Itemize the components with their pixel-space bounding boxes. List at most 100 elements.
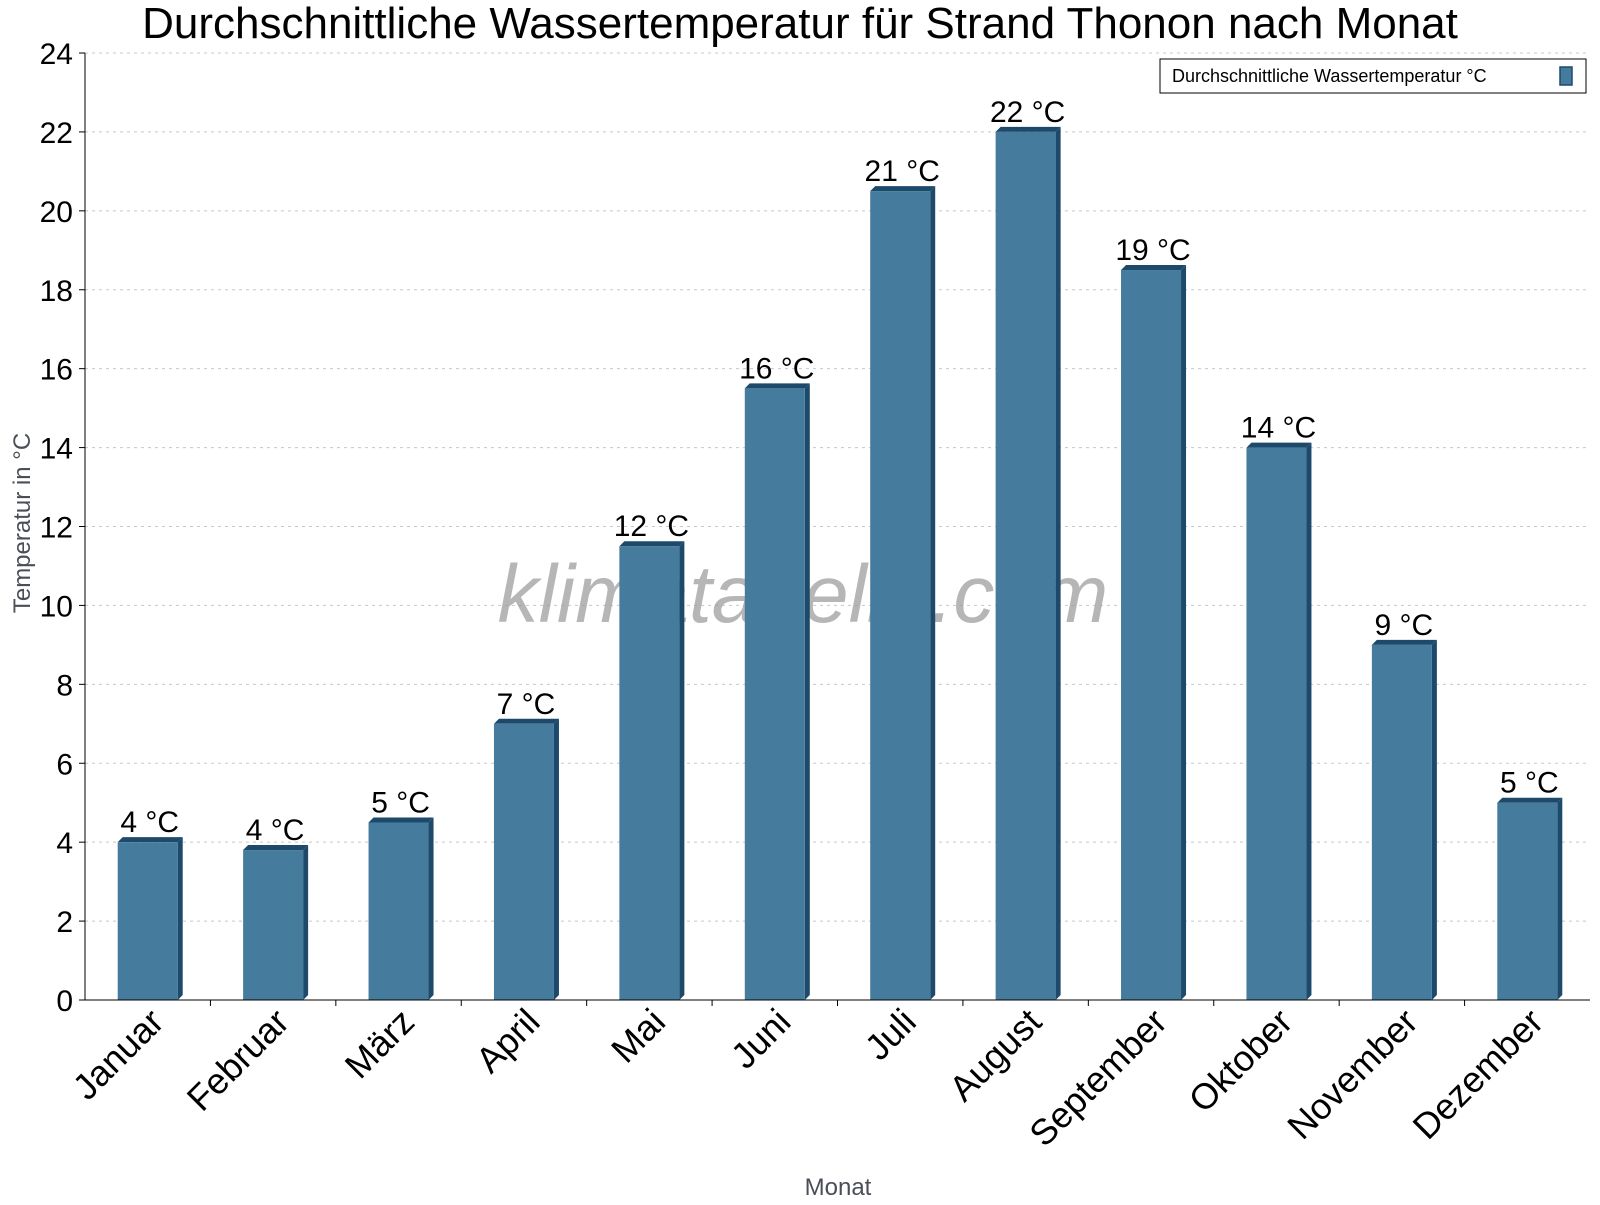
bar xyxy=(493,723,554,1000)
bar xyxy=(619,546,680,1000)
bar xyxy=(117,842,178,1000)
bar xyxy=(744,388,805,1000)
y-tick-label: 4 xyxy=(56,827,73,860)
bar xyxy=(1121,270,1182,1000)
y-tick-label: 2 xyxy=(56,906,73,939)
bar-top xyxy=(1371,639,1437,645)
x-tick-label: Februar xyxy=(179,1001,297,1119)
bar-märz xyxy=(368,817,434,1000)
bar-side xyxy=(177,837,183,1000)
bars xyxy=(117,126,1563,1000)
bar-side xyxy=(679,541,685,1000)
bar xyxy=(1371,644,1432,1000)
chart-title: Durchschnittliche Wassertemperatur für S… xyxy=(142,0,1458,48)
bar-oktober xyxy=(1246,442,1312,1000)
bar-side xyxy=(1431,639,1437,1000)
gridlines xyxy=(85,52,1590,922)
x-tick-label: Dezember xyxy=(1405,1001,1551,1147)
y-tick-label: 10 xyxy=(40,590,73,623)
bar-value-label: 7 °C xyxy=(497,688,556,721)
value-labels: 4 °C 4 °C 5 °C 7 °C 12 °C 16 °C 21 °C 22 °C 19 °… xyxy=(120,96,1558,847)
x-tick-label: April xyxy=(468,1001,548,1081)
bar-value-label: 9 °C xyxy=(1375,609,1434,642)
bar xyxy=(995,131,1056,1000)
x-tick-label: September xyxy=(1021,1001,1175,1155)
bar-value-label: 5 °C xyxy=(1500,767,1559,800)
bar xyxy=(1246,447,1307,1000)
y-tick-label: 8 xyxy=(56,669,73,702)
bar-side xyxy=(930,186,936,1000)
bar-februar xyxy=(243,845,309,1000)
x-tick-label: Juli xyxy=(857,1001,924,1068)
bar-value-label: 22 °C xyxy=(990,96,1065,129)
y-tick-label: 14 xyxy=(40,433,73,466)
bar xyxy=(368,822,429,1000)
bar-value-label: 19 °C xyxy=(1115,234,1190,267)
bar-side xyxy=(428,817,434,1000)
bar xyxy=(870,191,931,1000)
y-tick-label: 18 xyxy=(40,275,73,308)
y-tick-label: 22 xyxy=(40,117,73,150)
x-tick-label: November xyxy=(1279,1001,1425,1147)
bar-side xyxy=(303,845,309,1000)
bar-top xyxy=(619,541,685,547)
y-axis-title: Temperatur in °C xyxy=(9,433,36,613)
legend-label: Durchschnittliche Wassertemperatur °C xyxy=(1172,66,1487,86)
bar-side xyxy=(1055,126,1061,1000)
bar-value-label: 16 °C xyxy=(739,352,814,385)
legend: Durchschnittliche Wassertemperatur °C xyxy=(1159,58,1587,94)
bar-top xyxy=(117,837,183,843)
bar-juli xyxy=(870,186,936,1000)
bar-side xyxy=(1557,797,1563,1000)
y-tick-label: 16 xyxy=(40,354,73,387)
bar-januar xyxy=(117,837,183,1000)
y-tick-label: 6 xyxy=(56,748,73,781)
bar-top xyxy=(1246,442,1312,448)
bar-side xyxy=(553,718,559,1000)
bar-value-label: 21 °C xyxy=(865,155,940,188)
bar-dezember xyxy=(1497,797,1563,1000)
bar-value-label: 4 °C xyxy=(120,806,179,839)
x-tick-label: Januar xyxy=(65,1001,172,1108)
bar-side xyxy=(804,383,810,1000)
bar-top xyxy=(368,817,434,823)
bar-top xyxy=(243,845,309,851)
x-tick-label: März xyxy=(337,1001,423,1087)
bar-value-label: 5 °C xyxy=(371,786,430,819)
y-tick-label: 24 xyxy=(40,38,73,71)
bar-top xyxy=(995,126,1061,132)
x-tick-label: August xyxy=(941,1001,1049,1109)
bar-august xyxy=(995,126,1061,1000)
bar xyxy=(243,850,304,1000)
legend-box xyxy=(1159,58,1587,94)
bar-value-label: 12 °C xyxy=(614,510,689,543)
bar-side xyxy=(1181,265,1187,1000)
bar-mai xyxy=(619,541,685,1000)
x-tick-label: Oktober xyxy=(1181,1001,1301,1121)
y-tick-label: 0 xyxy=(56,985,73,1018)
bar-top xyxy=(1121,265,1187,271)
bar-top xyxy=(493,718,559,724)
bar xyxy=(1497,802,1558,1000)
bar-side xyxy=(1306,442,1312,1000)
bar-top xyxy=(1497,797,1563,803)
bar-november xyxy=(1371,639,1437,1000)
x-tick-label: Juni xyxy=(723,1001,799,1077)
bar-value-label: 14 °C xyxy=(1241,412,1316,445)
legend-swatch xyxy=(1559,66,1573,86)
axes xyxy=(79,52,1590,1006)
y-tick-label: 12 xyxy=(40,512,73,545)
y-tick-label: 20 xyxy=(40,196,73,229)
x-tick-labels: Januar Februar März April Mai Juni Juli AugustS… xyxy=(65,1001,1551,1155)
x-tick-label: Mai xyxy=(603,1001,673,1071)
bar-top xyxy=(744,383,810,389)
bar-september xyxy=(1121,265,1187,1000)
bar-value-label: 4 °C xyxy=(246,814,305,847)
bar-april xyxy=(493,718,559,1000)
bar-top xyxy=(870,186,936,192)
x-axis-title: Monat xyxy=(805,1174,872,1200)
bar-juni xyxy=(744,383,810,1000)
